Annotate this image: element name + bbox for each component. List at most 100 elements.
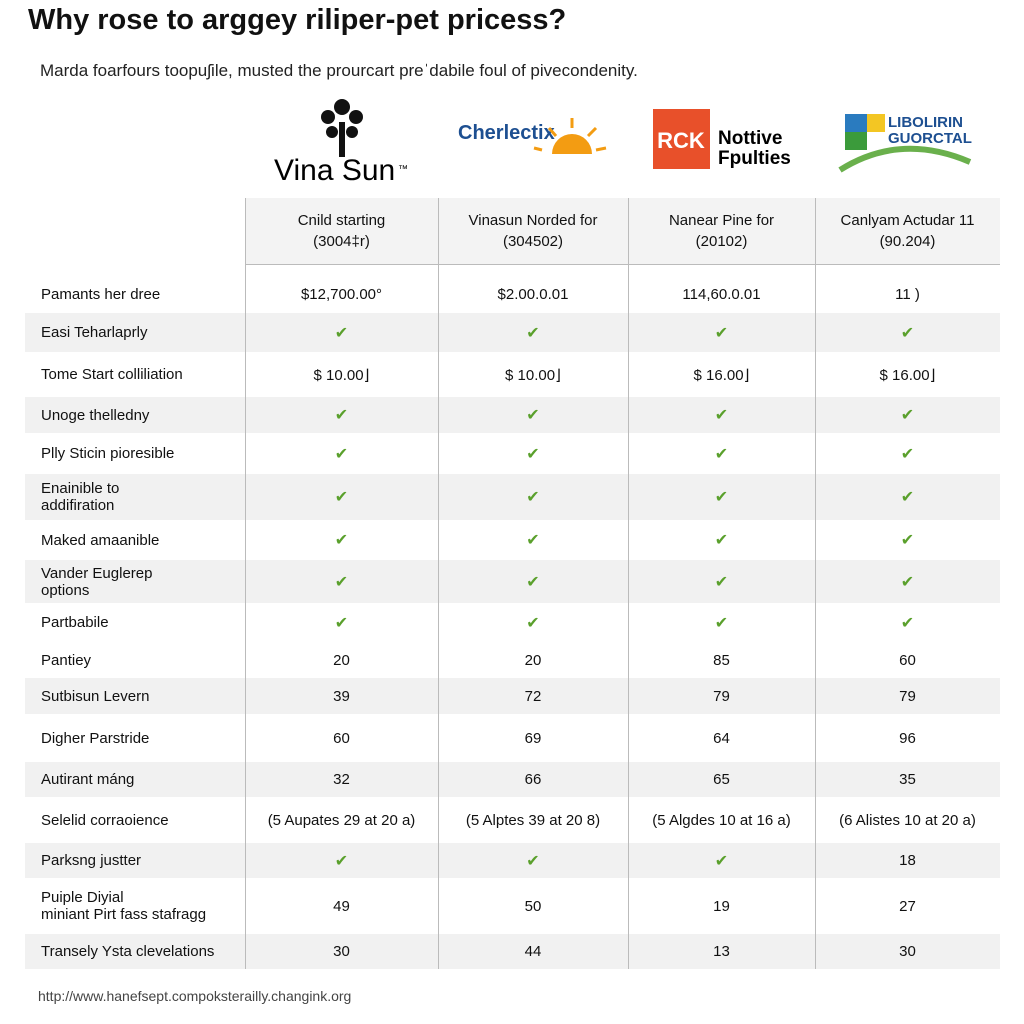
column-header: Vinasun Norded for (304502) bbox=[438, 198, 628, 265]
cell-value: 18 bbox=[899, 852, 916, 869]
cell-value: (5 Alptes 39 at 20 8) bbox=[465, 811, 601, 829]
row-label: Pamants her dree bbox=[41, 285, 161, 303]
check-icon: ✔ bbox=[526, 852, 540, 870]
cell-value: 85 bbox=[713, 651, 730, 669]
cell-value: 65 bbox=[713, 771, 730, 788]
check-icon: ✔ bbox=[526, 573, 540, 591]
cell-value: (5 Aupates 29 at 20 a) bbox=[267, 811, 416, 829]
cell-value: 27 bbox=[899, 897, 916, 915]
cell-value: $ 10.00⌋ bbox=[505, 366, 561, 384]
check-icon: ✔ bbox=[714, 407, 729, 424]
row-label: Parksng justter bbox=[41, 852, 142, 869]
logo-mark: ™ bbox=[398, 164, 408, 175]
row-shade bbox=[25, 843, 1000, 878]
check-icon: ✔ bbox=[334, 407, 349, 424]
title: Why rose to arggey riliper-pet pricess? bbox=[28, 4, 567, 36]
check-icon: ✔ bbox=[900, 532, 915, 549]
check-icon: ✔ bbox=[900, 573, 915, 591]
cell-value: 11 ) bbox=[895, 285, 920, 303]
cell-value: 49 bbox=[333, 897, 350, 915]
row-shade bbox=[25, 397, 1000, 433]
check-icon: ✔ bbox=[526, 489, 540, 506]
row-label: Autirant máng bbox=[41, 771, 135, 788]
check-icon: ✔ bbox=[714, 445, 729, 463]
cell-value: 20 bbox=[333, 651, 350, 669]
check-icon: ✔ bbox=[334, 573, 349, 591]
field-icon bbox=[838, 114, 972, 173]
check-icon: ✔ bbox=[334, 489, 349, 506]
logo-text: Cherlectix bbox=[458, 122, 555, 144]
row-label: Pantiey bbox=[41, 651, 92, 669]
cell-value: 69 bbox=[524, 729, 542, 747]
row-label: Digher Parstride bbox=[41, 729, 150, 747]
cell-value: 64 bbox=[713, 729, 730, 747]
row-label: Unoge thelledny bbox=[41, 406, 150, 424]
check-icon: ✔ bbox=[526, 324, 540, 342]
cell-value: (6 Alistes 10 at 20 a) bbox=[839, 811, 976, 829]
cell-value: 66 bbox=[524, 771, 542, 788]
column-header: Nanear Pine for (20102) bbox=[628, 198, 815, 265]
check-icon: ✔ bbox=[334, 614, 349, 632]
check-icon: ✔ bbox=[900, 614, 915, 632]
cell-value: 79 bbox=[713, 687, 730, 705]
tree-icon bbox=[321, 99, 363, 157]
row-shade bbox=[25, 474, 1000, 520]
column-header: Cnild starting (3004‡r) bbox=[245, 198, 438, 265]
cell-value: 20 bbox=[524, 651, 542, 669]
column-divider bbox=[245, 198, 246, 969]
logo-text: LIBOLIRIN GUORCTAL bbox=[888, 114, 972, 147]
row-label: Selelid corraoience bbox=[41, 811, 169, 829]
row-label: Vander Euglerep options bbox=[41, 564, 153, 599]
check-icon: ✔ bbox=[334, 852, 349, 870]
subtitle: Marda foarfours toopuʃile, musted the pr… bbox=[40, 61, 638, 80]
cell-value: 35 bbox=[899, 771, 916, 788]
cell-value: 30 bbox=[899, 943, 916, 960]
cell-value: $ 16.00⌋ bbox=[693, 366, 750, 384]
check-icon: ✔ bbox=[714, 532, 729, 549]
cell-value: $12,700.00° bbox=[300, 285, 383, 303]
check-icon: ✔ bbox=[526, 532, 540, 549]
logo-text: Vina Sun bbox=[274, 154, 395, 187]
row-label: Tome Start colliliation bbox=[41, 366, 183, 383]
cell-value: 13 bbox=[713, 943, 730, 960]
cell-value: 32 bbox=[333, 771, 350, 788]
cell-value: 114,60.0.01 bbox=[682, 285, 761, 303]
row-label: Enainible to addifiration bbox=[41, 480, 120, 514]
cell-value: $2.00.0.01 bbox=[497, 285, 569, 303]
check-icon: ✔ bbox=[714, 573, 729, 591]
check-icon: ✔ bbox=[334, 324, 349, 342]
row-shade bbox=[25, 762, 1000, 797]
cell-value: 44 bbox=[524, 943, 542, 960]
row-shade bbox=[25, 934, 1000, 969]
footer-url: http://www.hanefsept.compoksterailly.cha… bbox=[38, 988, 352, 1004]
row-shade bbox=[25, 313, 1000, 352]
cell-value: 30 bbox=[333, 943, 350, 960]
check-icon: ✔ bbox=[900, 489, 915, 506]
row-label: Plly Sticin pioresible bbox=[41, 445, 175, 462]
check-icon: ✔ bbox=[334, 445, 349, 463]
cell-value: 60 bbox=[333, 729, 350, 747]
column-divider bbox=[438, 198, 439, 969]
row-shade bbox=[25, 678, 1000, 714]
column-divider bbox=[815, 198, 816, 969]
row-label: Easi Teharlaprly bbox=[41, 324, 148, 341]
check-icon: ✔ bbox=[714, 489, 729, 506]
check-icon: ✔ bbox=[900, 324, 915, 342]
cell-value: 19 bbox=[713, 897, 730, 915]
check-icon: ✔ bbox=[526, 614, 540, 632]
column-header: Canlyam Actudar 11 (90.204) bbox=[815, 198, 1000, 265]
cell-value: $ 16.00⌋ bbox=[879, 366, 936, 384]
row-label: Sutbisun Levern bbox=[41, 687, 150, 705]
sun-icon bbox=[533, 118, 607, 154]
logo-text: RCK bbox=[657, 128, 705, 153]
row-label: Partbabile bbox=[41, 614, 109, 631]
cell-value: 96 bbox=[899, 729, 916, 747]
check-icon: ✔ bbox=[900, 445, 915, 463]
rck-box bbox=[653, 109, 710, 169]
cell-value: 79 bbox=[899, 687, 916, 705]
check-icon: ✔ bbox=[334, 532, 349, 549]
column-divider bbox=[628, 198, 629, 969]
check-icon: ✔ bbox=[714, 852, 729, 870]
cell-value: $ 10.00⌋ bbox=[313, 366, 370, 384]
